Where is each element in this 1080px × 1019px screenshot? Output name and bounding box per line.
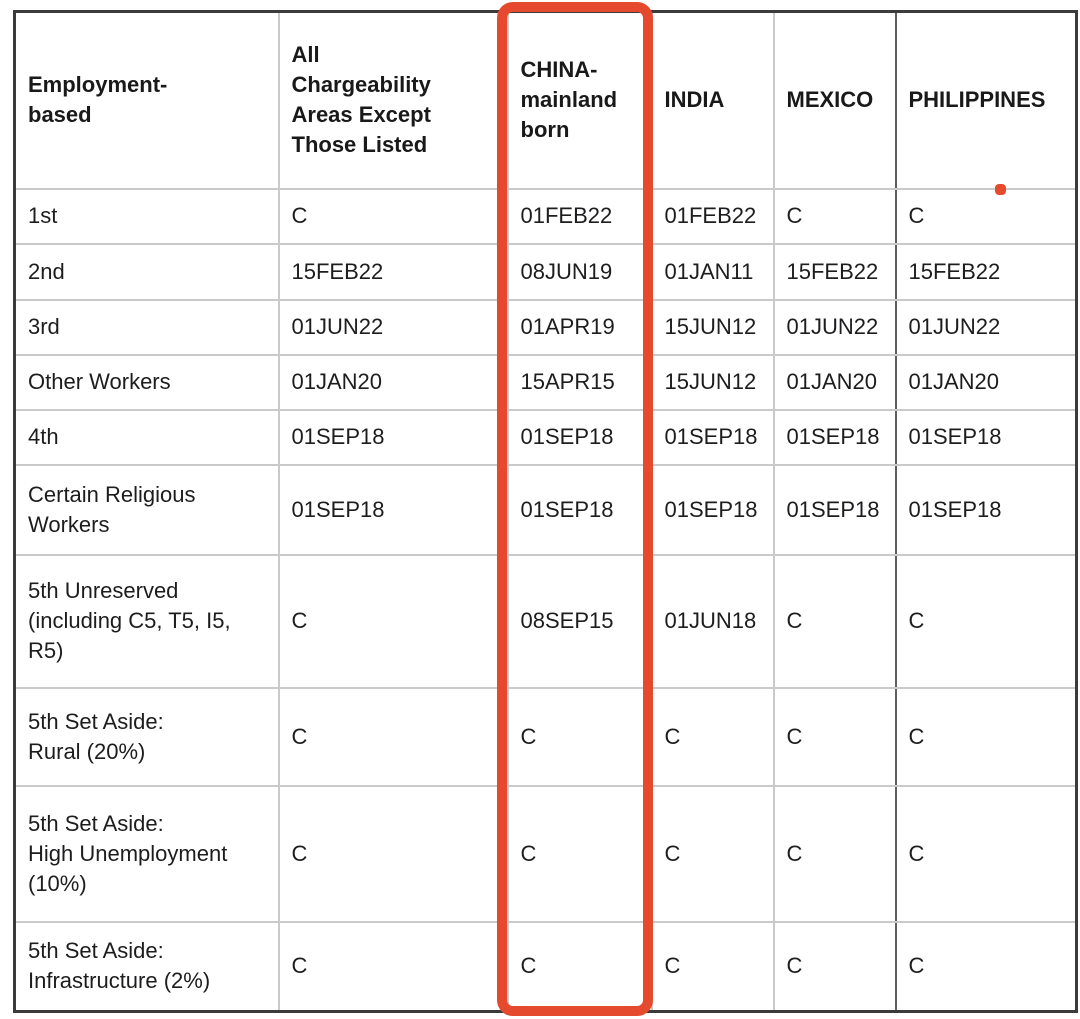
table-row: 5th Unreserved (including C5, T5, I5, R5… (13, 553, 1078, 689)
table-cell: 01SEP18 (772, 408, 897, 466)
row-header: 1st (13, 187, 280, 245)
table-cell: C (650, 686, 775, 787)
row-header: Other Workers (13, 353, 280, 411)
table-cell: 15JUN12 (650, 298, 775, 356)
table-cell: 01JUN22 (772, 298, 897, 356)
table-cell: C (506, 686, 653, 787)
table-cell: C (894, 187, 1078, 245)
table-cell: 01FEB22 (650, 187, 775, 245)
column-header-mexico: MEXICO (772, 10, 897, 190)
table-cell: 15FEB22 (277, 242, 509, 301)
visa-bulletin-table: Employment- based All Chargeability Area… (13, 10, 1078, 1013)
table-cell: C (650, 920, 775, 1013)
row-header: 5th Unreserved (including C5, T5, I5, R5… (13, 553, 280, 689)
table-cell: 01SEP18 (650, 463, 775, 556)
table-cell: 01APR19 (506, 298, 653, 356)
table-cell: 01SEP18 (772, 463, 897, 556)
column-header-philippines: PHILIPPINES (894, 10, 1078, 190)
row-header: 4th (13, 408, 280, 466)
table-cell: 01JAN20 (772, 353, 897, 411)
table-cell: 01SEP18 (650, 408, 775, 466)
table-cell: 01JAN20 (894, 353, 1078, 411)
column-header-china-mainland-born: CHINA- mainland born (506, 10, 653, 190)
table-cell: C (772, 553, 897, 689)
column-header-india: INDIA (650, 10, 775, 190)
table-cell: C (894, 920, 1078, 1013)
table-cell: 01FEB22 (506, 187, 653, 245)
table-cell: 01SEP18 (506, 463, 653, 556)
table-row: 3rd 01JUN22 01APR19 15JUN12 01JUN22 01JU… (13, 298, 1078, 356)
table-cell: 15APR15 (506, 353, 653, 411)
row-header: 5th Set Aside: Infrastructure (2%) (13, 920, 280, 1013)
table-cell: 01JAN11 (650, 242, 775, 301)
table-cell: C (506, 784, 653, 923)
table-cell: 01SEP18 (277, 463, 509, 556)
table-cell: C (650, 784, 775, 923)
table-cell: 01JUN22 (277, 298, 509, 356)
table-cell: C (772, 187, 897, 245)
table-row: 5th Set Aside: High Unemployment (10%) C… (13, 784, 1078, 923)
table-cell: C (277, 553, 509, 689)
table-row: 5th Set Aside: Rural (20%) C C C C C (13, 686, 1078, 787)
header-row: Employment- based All Chargeability Area… (13, 10, 1078, 190)
table-cell: 08JUN19 (506, 242, 653, 301)
row-header: 2nd (13, 242, 280, 301)
table-cell: C (772, 920, 897, 1013)
table-cell: 01SEP18 (277, 408, 509, 466)
table-cell: C (277, 187, 509, 245)
table-cell: C (772, 686, 897, 787)
table-cell: C (506, 920, 653, 1013)
column-header-all-chargeability: All Chargeability Areas Except Those Lis… (277, 10, 509, 190)
table-cell: 01JUN18 (650, 553, 775, 689)
table-row: 1st C 01FEB22 01FEB22 C C (13, 187, 1078, 245)
table-cell: C (277, 686, 509, 787)
table-row: 2nd 15FEB22 08JUN19 01JAN11 15FEB22 15FE… (13, 242, 1078, 301)
table-cell: 01SEP18 (894, 463, 1078, 556)
table-cell: 01JUN22 (894, 298, 1078, 356)
table-row: 4th 01SEP18 01SEP18 01SEP18 01SEP18 01SE… (13, 408, 1078, 466)
table-row: Certain Religious Workers 01SEP18 01SEP1… (13, 463, 1078, 556)
table-cell: C (277, 784, 509, 923)
row-header: 5th Set Aside: Rural (20%) (13, 686, 280, 787)
table-row: Other Workers 01JAN20 15APR15 15JUN12 01… (13, 353, 1078, 411)
table-cell: 15FEB22 (772, 242, 897, 301)
row-header: Certain Religious Workers (13, 463, 280, 556)
table-cell: 01SEP18 (506, 408, 653, 466)
table-cell: 15JUN12 (650, 353, 775, 411)
table-cell: C (894, 784, 1078, 923)
table-row: 5th Set Aside: Infrastructure (2%) C C C… (13, 920, 1078, 1013)
table-cell: C (772, 784, 897, 923)
column-header-employment-based: Employment- based (13, 10, 280, 190)
table-cell: 15FEB22 (894, 242, 1078, 301)
row-header: 3rd (13, 298, 280, 356)
table-cell: C (894, 553, 1078, 689)
table-cell: 08SEP15 (506, 553, 653, 689)
table-cell: 01JAN20 (277, 353, 509, 411)
row-header: 5th Set Aside: High Unemployment (10%) (13, 784, 280, 923)
table-cell: 01SEP18 (894, 408, 1078, 466)
table-cell: C (894, 686, 1078, 787)
table-cell: C (277, 920, 509, 1013)
